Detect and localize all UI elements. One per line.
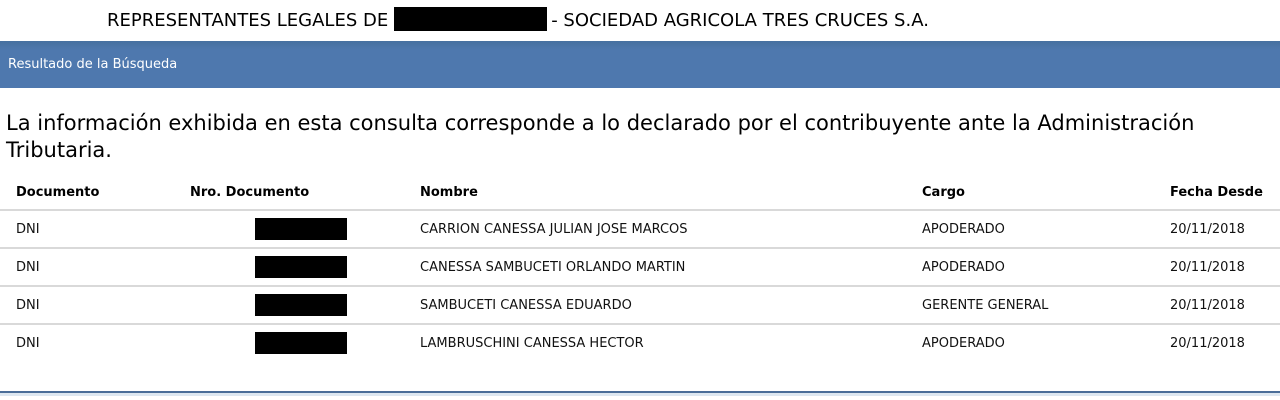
page-title-suffix: - SOCIEDAD AGRICOLA TRES CRUCES S.A. bbox=[551, 10, 929, 31]
redacted-document-number-box bbox=[255, 218, 347, 240]
cell-nro-documento bbox=[190, 247, 420, 286]
cell-nro-documento bbox=[190, 209, 420, 248]
cell-documento: DNI bbox=[0, 247, 190, 286]
cell-nombre: SAMBUCETI CANESSA EDUARDO bbox=[420, 285, 922, 324]
cell-fecha-desde: 20/11/2018 bbox=[1170, 247, 1280, 286]
results-header-label: Resultado de la Búsqueda bbox=[8, 57, 178, 72]
page-title-prefix: REPRESENTANTES LEGALES DE bbox=[107, 10, 389, 31]
redacted-document-number-box bbox=[255, 256, 347, 278]
cell-nombre: CANESSA SAMBUCETI ORLANDO MARTIN bbox=[420, 247, 922, 286]
results-header-bar: Resultado de la Búsqueda bbox=[0, 41, 1280, 88]
column-header-nro-documento: Nro. Documento bbox=[190, 185, 310, 200]
table-row: DNI SAMBUCETI CANESSA EDUARDO GERENTE GE… bbox=[0, 285, 1280, 324]
legal-representatives-table: Documento Nro. Documento Nombre Cargo Fe… bbox=[0, 176, 1280, 361]
column-header-cargo: Cargo bbox=[922, 185, 965, 200]
cell-cargo: APODERADO bbox=[922, 209, 1170, 248]
cell-nro-documento bbox=[190, 323, 420, 361]
cell-documento: DNI bbox=[0, 323, 190, 361]
panel-bottom-border bbox=[0, 391, 1280, 396]
cell-fecha-desde: 20/11/2018 bbox=[1170, 323, 1280, 361]
cell-cargo: GERENTE GENERAL bbox=[922, 285, 1170, 324]
cell-cargo: APODERADO bbox=[922, 247, 1170, 286]
cell-fecha-desde: 20/11/2018 bbox=[1170, 209, 1280, 248]
cell-documento: DNI bbox=[0, 285, 190, 324]
cell-nombre: CARRION CANESSA JULIAN JOSE MARCOS bbox=[420, 209, 922, 248]
redacted-document-number-box bbox=[255, 294, 347, 316]
page-title: REPRESENTANTES LEGALES DE - SOCIEDAD AGRI… bbox=[0, 0, 1280, 41]
redacted-document-number-box bbox=[255, 332, 347, 354]
cell-fecha-desde: 20/11/2018 bbox=[1170, 285, 1280, 324]
table-row: DNI CANESSA SAMBUCETI ORLANDO MARTIN APO… bbox=[0, 247, 1280, 286]
cell-cargo: APODERADO bbox=[922, 323, 1170, 361]
column-header-nombre: Nombre bbox=[420, 185, 478, 200]
cell-nombre: LAMBRUSCHINI CANESSA HECTOR bbox=[420, 323, 922, 361]
table-row: DNI CARRION CANESSA JULIAN JOSE MARCOS A… bbox=[0, 209, 1280, 248]
intro-text: La información exhibida en esta consulta… bbox=[6, 110, 1280, 164]
column-header-documento: Documento bbox=[16, 185, 100, 200]
column-header-fecha-desde: Fecha Desde bbox=[1170, 185, 1263, 200]
table-row: DNI LAMBRUSCHINI CANESSA HECTOR APODERAD… bbox=[0, 323, 1280, 361]
table-header-row: Documento Nro. Documento Nombre Cargo Fe… bbox=[0, 176, 1280, 210]
cell-nro-documento bbox=[190, 285, 420, 324]
intro-line-2: Tributaria. bbox=[6, 138, 112, 162]
intro-line-1: La información exhibida en esta consulta… bbox=[6, 111, 1195, 135]
cell-documento: DNI bbox=[0, 209, 190, 248]
redacted-company-id-box bbox=[394, 7, 548, 31]
